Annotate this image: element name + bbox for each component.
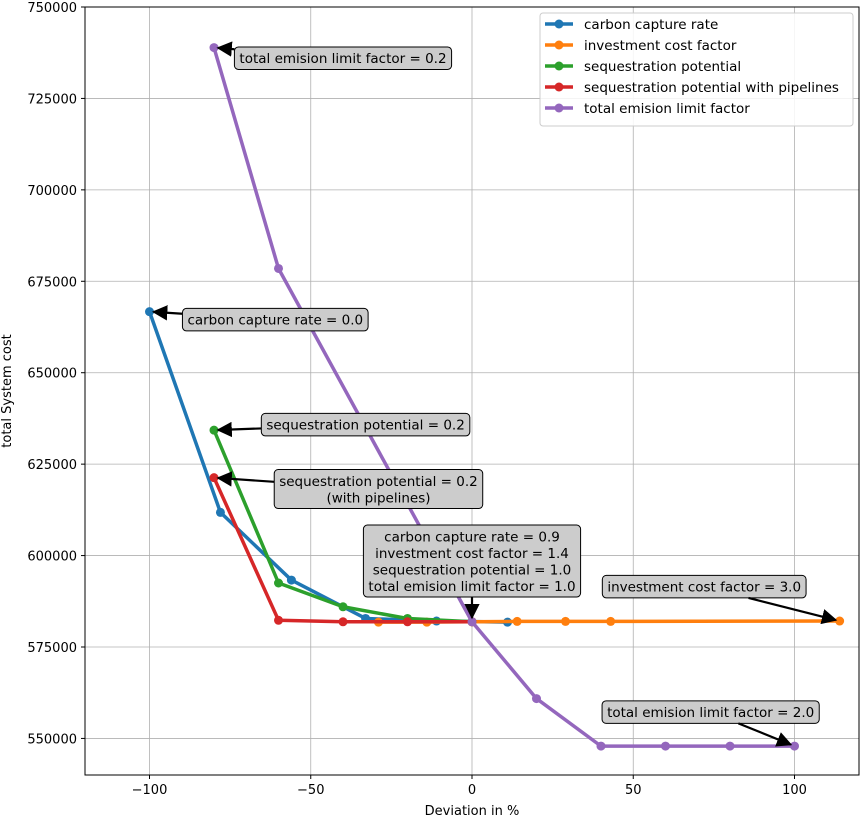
annotation-arrow: [748, 596, 838, 625]
data-point: [209, 473, 219, 483]
legend-marker: [554, 40, 564, 50]
y-tick-label: 550000: [27, 732, 77, 747]
x-tick-label: −100: [132, 783, 168, 798]
data-point: [274, 263, 283, 273]
data-point: [403, 617, 412, 627]
legend-marker: [554, 19, 564, 29]
data-point: [790, 741, 799, 751]
annotation-text: total emision limit factor = 0.2: [239, 51, 446, 67]
data-point: [467, 617, 477, 627]
annotation-text: sequestration potential = 1.0: [373, 562, 572, 578]
annotation-text: investment cost factor = 1.4: [375, 546, 569, 562]
annotation: total emision limit factor = 0.2: [216, 41, 453, 70]
annotation: investment cost factor = 3.0: [601, 574, 838, 625]
annotation-arrow: [151, 305, 183, 321]
legend-label: total emision limit factor: [584, 101, 750, 117]
data-point: [725, 741, 735, 751]
annotation-text: sequestration potential = 0.2: [279, 474, 478, 490]
annotation-arrow: [216, 41, 235, 57]
data-point: [209, 43, 219, 53]
annotation-text: total emision limit factor = 1.0: [368, 579, 575, 595]
x-tick-label: 100: [782, 783, 807, 798]
data-point: [215, 507, 225, 517]
data-point: [606, 616, 616, 626]
annotation-box: [273, 469, 484, 510]
legend-box: [539, 12, 854, 127]
data-point: [512, 616, 522, 626]
legend-marker: [554, 82, 564, 92]
legend-label: carbon capture rate: [584, 17, 718, 33]
annotation-box: [601, 700, 820, 724]
annotation-text: carbon capture rate = 0.0: [187, 313, 363, 329]
annotation-text: total emision limit factor = 2.0: [607, 705, 814, 721]
annotation: carbon capture rate = 0.0: [151, 305, 369, 332]
data-point: [596, 741, 606, 751]
y-axis-label: total System cost: [0, 334, 15, 447]
legend-marker: [554, 103, 564, 113]
legend-label: sequestration potential: [584, 59, 741, 75]
data-point: [835, 616, 845, 626]
data-point: [338, 617, 348, 627]
data-point: [286, 575, 296, 585]
y-tick-label: 575000: [27, 641, 77, 656]
data-point: [532, 694, 541, 704]
y-tick-label: 725000: [27, 92, 77, 107]
data-point: [661, 741, 670, 751]
y-tick-label: 650000: [27, 367, 77, 382]
legend: carbon capture rate investment cost facto…: [539, 12, 854, 127]
data-point: [274, 578, 283, 588]
annotation-text: carbon capture rate = 0.9: [384, 529, 560, 545]
legend-label: sequestration potential with pipelines: [584, 80, 839, 96]
y-tick-label: 600000: [27, 550, 77, 565]
annotation-text: (with pipelines): [326, 490, 430, 506]
annotation-box: [260, 412, 471, 437]
annotation-arrow: [216, 421, 262, 438]
y-tick-label: 675000: [27, 275, 77, 290]
annotations: total emision limit factor = 0.2 carbon c…: [151, 41, 838, 747]
y-tick-label: 700000: [27, 184, 77, 199]
annotation-box: [233, 46, 453, 70]
annotation: sequestration potential = 0.2: [216, 412, 471, 438]
x-tick-label: −50: [297, 783, 324, 798]
x-tick-label: 50: [625, 783, 642, 798]
data-point: [274, 615, 283, 625]
annotation-arrow: [737, 722, 793, 747]
annotation-arrow: [216, 471, 275, 487]
axis-ticks: −100 −50 0 50 100 550000 575000 600000 625000 650…: [27, 1, 807, 798]
annotation: total emision limit factor = 2.0: [601, 700, 820, 747]
annotation: sequestration potential = 0.2(with pipel…: [216, 469, 484, 510]
x-axis-label: Deviation in %: [425, 804, 520, 819]
data-point: [561, 616, 571, 626]
legend-label: investment cost factor: [584, 38, 737, 54]
data-point: [145, 307, 154, 317]
y-tick-label: 750000: [27, 1, 77, 16]
x-tick-label: 0: [468, 783, 476, 798]
annotation-text: investment cost factor = 3.0: [607, 580, 801, 596]
y-tick-label: 625000: [27, 458, 77, 473]
annotation-text: sequestration potential = 0.2: [266, 418, 465, 434]
annotation-box: [601, 574, 807, 599]
data-point: [338, 602, 348, 612]
annotation-box: [181, 307, 369, 332]
legend-marker: [554, 61, 564, 71]
data-point: [209, 425, 219, 435]
